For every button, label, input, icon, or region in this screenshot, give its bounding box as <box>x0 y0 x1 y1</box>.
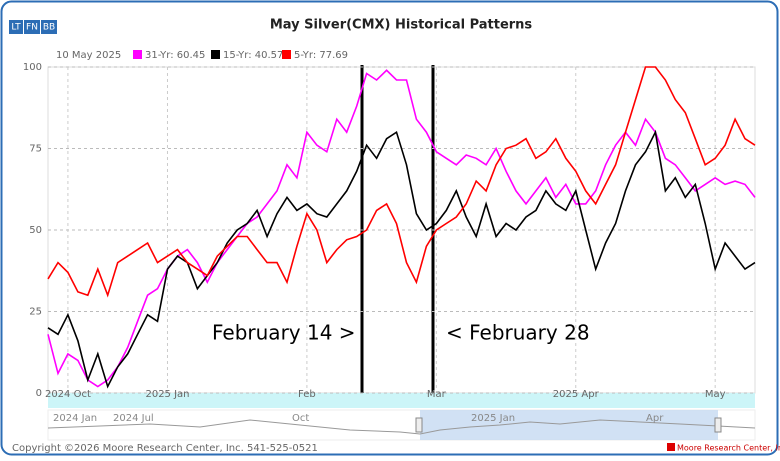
date-label: 10 May 2025 <box>56 50 121 61</box>
legend-swatch <box>211 50 220 59</box>
x-tick-label: Mar <box>427 389 447 400</box>
annotation: February 14 > <box>212 321 356 345</box>
brand: Moore Research Center, Inc. <box>677 444 780 453</box>
legend-label: 15-Yr: 40.57 <box>223 50 283 61</box>
navigator-handle[interactable] <box>415 417 423 433</box>
button[interactable] <box>9 20 23 34</box>
navigator-line <box>47 419 756 435</box>
navigator-label: Apr <box>646 413 664 424</box>
navigator-label: 2024 Jan <box>53 413 97 424</box>
y-tick-label: 0 <box>36 388 42 399</box>
legend-swatch <box>133 50 142 59</box>
y-tick-label: 50 <box>29 225 42 236</box>
series-line <box>47 129 756 389</box>
x-tick-label: 2025 Apr <box>553 389 600 400</box>
button[interactable] <box>24 20 40 34</box>
y-tick-label: 75 <box>29 144 42 155</box>
x-tick-label: 2024 Oct <box>45 389 91 400</box>
button[interactable] <box>41 20 57 34</box>
navigator-label: Oct <box>292 413 309 424</box>
brand-icon <box>667 443 675 451</box>
x-tick-label: May <box>705 389 726 400</box>
x-band <box>48 393 755 408</box>
series-line <box>47 66 756 298</box>
legend-label: 31-Yr: 60.45 <box>145 50 205 61</box>
chart-title: May Silver(CMX) Historical Patterns <box>270 18 533 33</box>
button-label[interactable]: LT <box>11 23 21 33</box>
navigator-label: 2024 Jul <box>113 413 154 424</box>
legend-label: 5-Yr: 77.69 <box>294 50 348 61</box>
series-line <box>47 69 756 388</box>
y-tick-label: 25 <box>29 307 42 318</box>
copyright: Copyright ©2026 Moore Research Center, I… <box>12 443 318 454</box>
legend-swatch <box>282 50 291 59</box>
navigator-handle[interactable] <box>714 417 722 433</box>
x-tick-label: 2025 Jan <box>145 389 189 400</box>
button-label[interactable]: FN <box>26 23 38 33</box>
annotation: < February 28 <box>446 321 590 345</box>
y-tick-label: 100 <box>23 62 42 73</box>
button-label[interactable]: BB <box>43 23 55 33</box>
navigator-selection[interactable] <box>420 410 718 440</box>
navigator-label: 2025 Jan <box>471 413 515 424</box>
x-tick-label: Feb <box>298 389 316 400</box>
